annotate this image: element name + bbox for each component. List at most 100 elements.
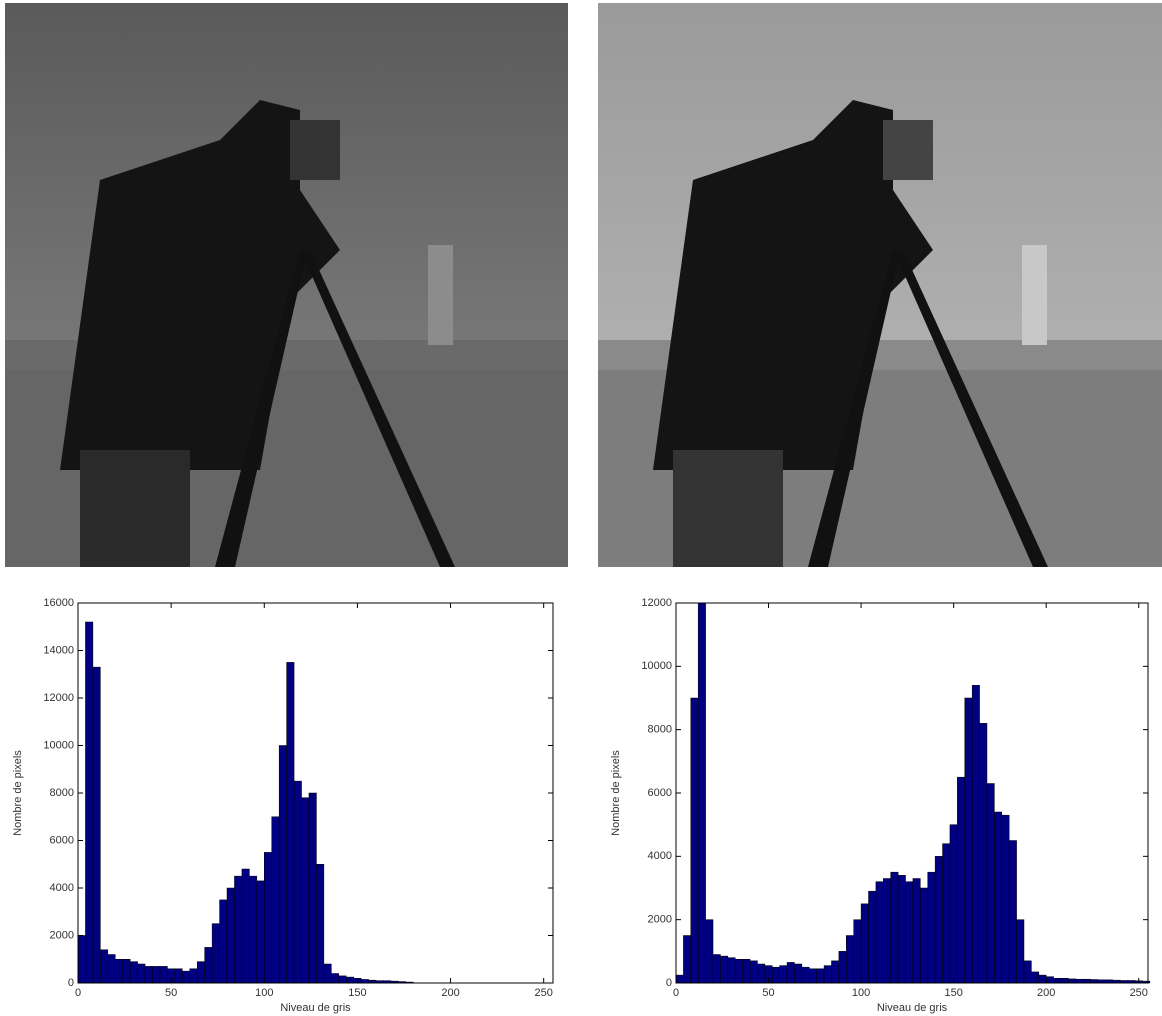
bar [331, 973, 340, 984]
x-tick-label: 250 [1130, 987, 1148, 999]
bar [241, 868, 250, 984]
bar [964, 697, 973, 984]
bar [256, 880, 265, 984]
bar [278, 745, 287, 984]
bar [1075, 978, 1084, 984]
bar [1008, 840, 1017, 984]
bar [137, 963, 146, 984]
y-tick-label: 4000 [50, 882, 74, 894]
bar [189, 968, 198, 984]
bar [107, 954, 116, 984]
y-tick-label: 14000 [43, 644, 74, 656]
bar [1023, 960, 1032, 984]
bar [1038, 974, 1047, 984]
bar [100, 949, 109, 984]
bar [683, 935, 692, 984]
bar [182, 970, 191, 984]
bar [308, 792, 317, 984]
bar [816, 968, 825, 984]
bar [293, 780, 302, 984]
bar [219, 899, 228, 984]
bar [152, 966, 161, 984]
bar [905, 881, 914, 984]
y-tick-label: 12000 [641, 597, 672, 609]
bar [994, 811, 1003, 984]
bar [801, 966, 810, 984]
x-tick-label: 0 [75, 987, 81, 999]
bar [286, 662, 295, 984]
y-tick-label: 10000 [43, 739, 74, 751]
bar [264, 852, 272, 984]
bar [144, 966, 153, 984]
bar [986, 783, 995, 984]
bar [757, 963, 766, 984]
bar [779, 965, 788, 984]
x-axis-label: Niveau de gris [280, 1002, 351, 1014]
bar [957, 776, 966, 984]
bar [860, 903, 869, 984]
bar [920, 887, 928, 984]
bar [897, 875, 906, 984]
bar [85, 621, 94, 984]
bar [159, 966, 168, 984]
bar [734, 959, 743, 984]
y-tick-label: 0 [68, 977, 74, 989]
bar [942, 843, 951, 984]
y-tick-label: 12000 [43, 692, 74, 704]
bar [979, 723, 988, 984]
bar [1082, 978, 1091, 984]
bar [786, 962, 795, 984]
x-tick-label: 150 [944, 987, 962, 999]
bar [1053, 978, 1062, 984]
bar [875, 881, 884, 984]
bar [1031, 971, 1040, 984]
bar [122, 959, 131, 984]
bar [831, 960, 840, 984]
bar [749, 960, 758, 984]
x-tick-label: 200 [1037, 987, 1055, 999]
bar [971, 685, 980, 984]
bar [1090, 979, 1099, 984]
bar [727, 957, 736, 984]
bar [853, 919, 862, 984]
y-tick-label: 16000 [43, 597, 74, 609]
bar [720, 955, 729, 984]
bar [823, 965, 832, 984]
bar [912, 878, 921, 984]
x-tick-label: 50 [165, 987, 177, 999]
bar [174, 968, 183, 984]
bar [890, 871, 899, 984]
bar [338, 975, 347, 984]
bar [196, 961, 205, 984]
bar [316, 864, 325, 984]
bar [949, 824, 958, 984]
bar [92, 666, 101, 984]
y-axis-label: Nombre de pixels [610, 750, 622, 836]
bar [211, 923, 220, 984]
bar [1016, 919, 1025, 984]
bar [301, 797, 310, 984]
bar [345, 976, 354, 984]
bar [794, 963, 803, 984]
bar [846, 935, 854, 984]
equalized-image [598, 3, 1162, 567]
y-tick-label: 2000 [648, 914, 672, 926]
bar [772, 966, 780, 984]
x-tick-label: 100 [255, 987, 273, 999]
bar [115, 959, 123, 984]
y-tick-label: 4000 [648, 850, 672, 862]
bar [883, 878, 891, 984]
x-tick-label: 0 [673, 987, 679, 999]
y-axis-label: Nombre de pixels [12, 750, 24, 836]
bar [705, 919, 714, 984]
bar [1068, 978, 1077, 984]
bar [697, 602, 706, 984]
bar [204, 947, 213, 984]
bar [360, 979, 369, 984]
y-tick-label: 6000 [50, 834, 74, 846]
bar [1045, 976, 1054, 984]
bar [323, 963, 332, 984]
y-tick-label: 8000 [648, 724, 672, 736]
x-tick-label: 150 [348, 987, 366, 999]
